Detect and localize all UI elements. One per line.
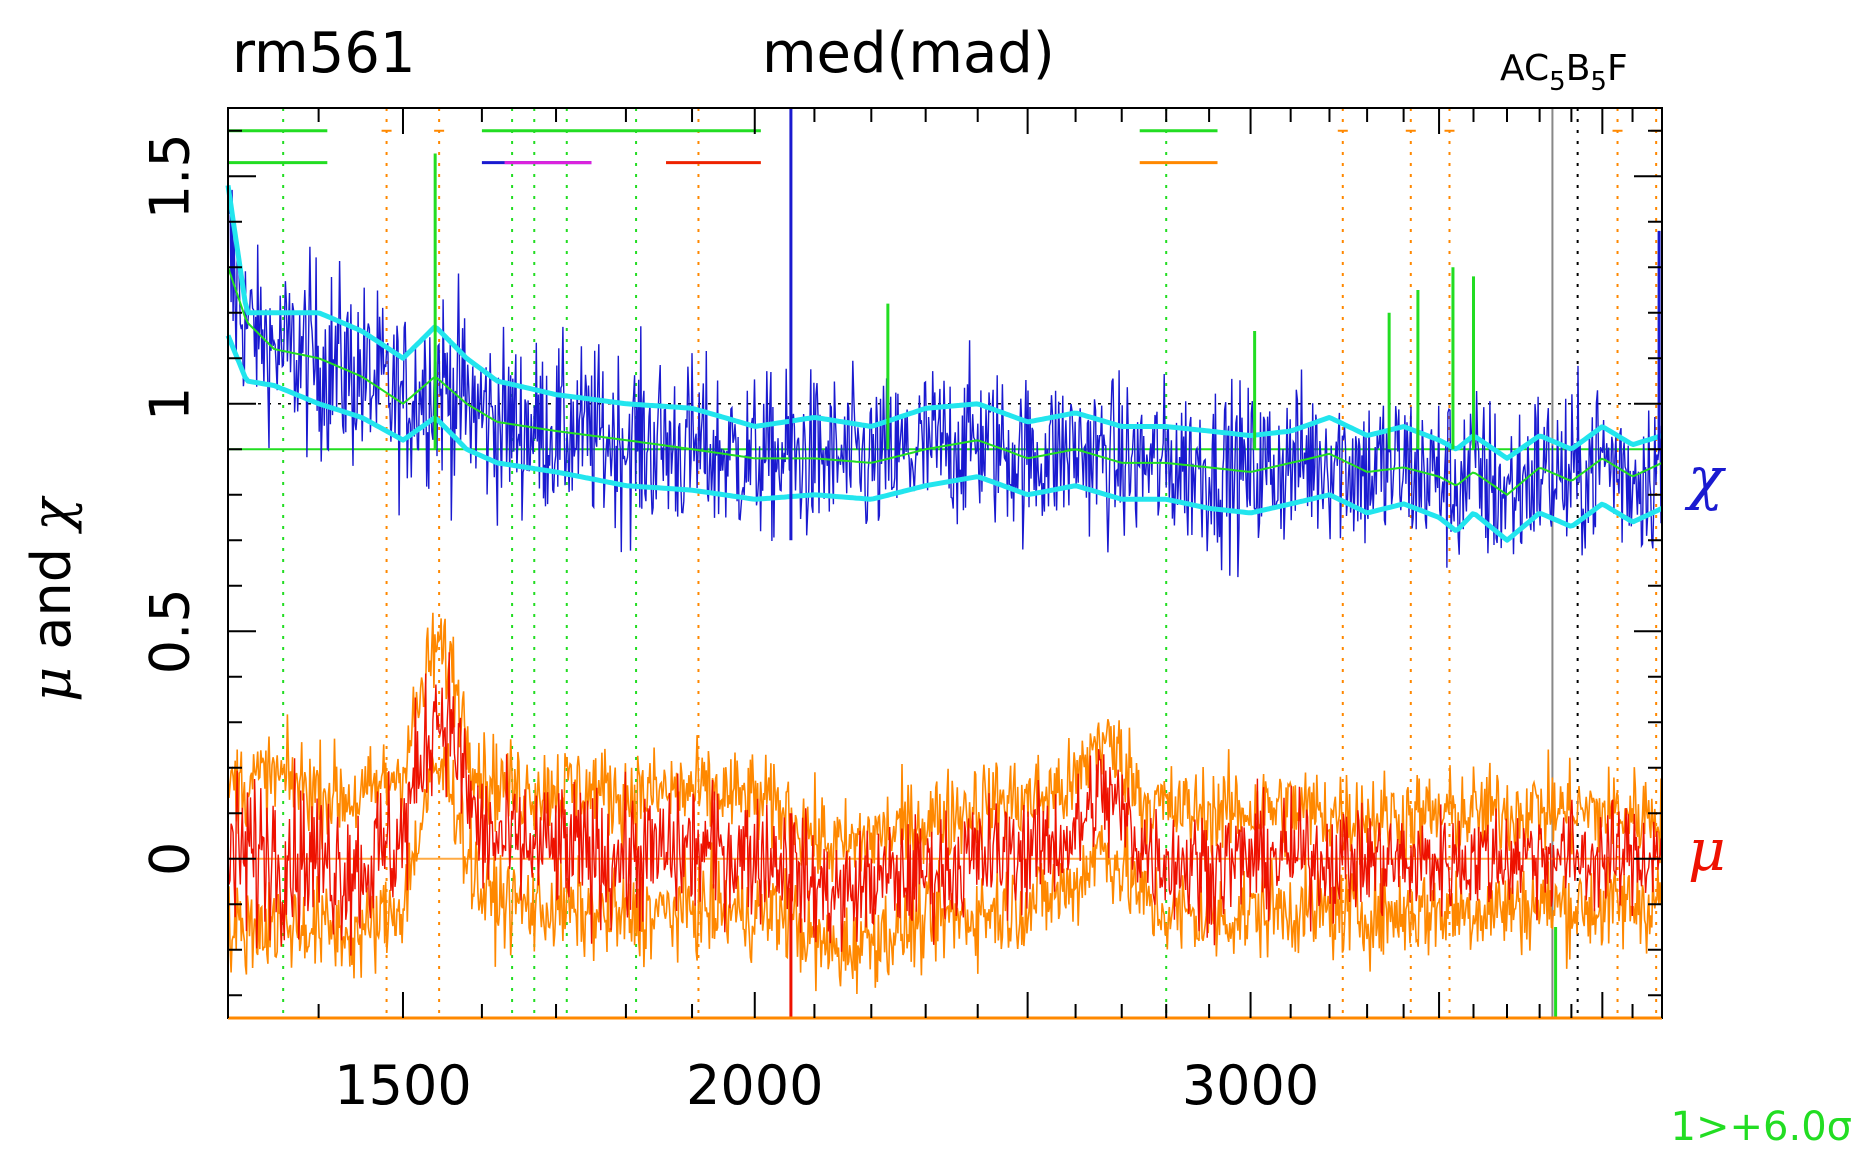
annotation-top-right: AC5B5F	[1500, 48, 1628, 97]
series-label-chi: χ	[1684, 444, 1726, 512]
annotation-sub2: 5	[1590, 67, 1607, 97]
y-axis-label: μ and χ	[20, 495, 83, 702]
y-tick-label-3: 1.5	[139, 133, 202, 219]
annotation-sub1: 5	[1549, 67, 1566, 97]
y-tick-label-2: 1	[139, 387, 202, 421]
x-tick-label-1: 2000	[686, 1054, 823, 1117]
chi-band-lower	[225, 334, 1664, 543]
y-tick-label-1: 0.5	[139, 588, 202, 674]
mu-band-lower-raw	[227, 743, 1663, 995]
annotation-base: AC	[1500, 48, 1549, 89]
chi-band-upper	[225, 185, 1663, 461]
annotation-mid: B	[1566, 48, 1591, 89]
smooth-series-lines	[225, 185, 1664, 543]
y-axis-label-mid: and	[20, 531, 83, 667]
title-left: rm561	[232, 21, 415, 86]
x-tick-label-0: 1500	[334, 1054, 471, 1117]
chi-median-line	[227, 266, 1663, 496]
mu-band-upper-raw	[227, 612, 1663, 887]
title-center: med(mad)	[762, 21, 1055, 86]
y-axis-label-mu: μ	[20, 667, 83, 702]
chi-raw-series	[227, 183, 1663, 578]
axis-ticks: 0 0.5 1 1.5 1500 2000 3000	[139, 108, 1663, 1117]
top-segment-markers	[228, 129, 1218, 165]
plot-frame	[227, 107, 1663, 1020]
note-bottom-right: 1>+6.0σ	[1671, 1104, 1852, 1150]
series-label-mu: μ	[1688, 816, 1726, 884]
y-tick-label-0: 0	[139, 842, 202, 876]
spike-lines	[433, 108, 1661, 1018]
annotation-end: F	[1607, 48, 1628, 89]
raw-noise-series	[227, 183, 1663, 995]
x-tick-label-2: 3000	[1182, 1054, 1319, 1117]
y-axis-label-chi: χ	[20, 495, 83, 535]
mu-raw-series	[227, 652, 1663, 956]
